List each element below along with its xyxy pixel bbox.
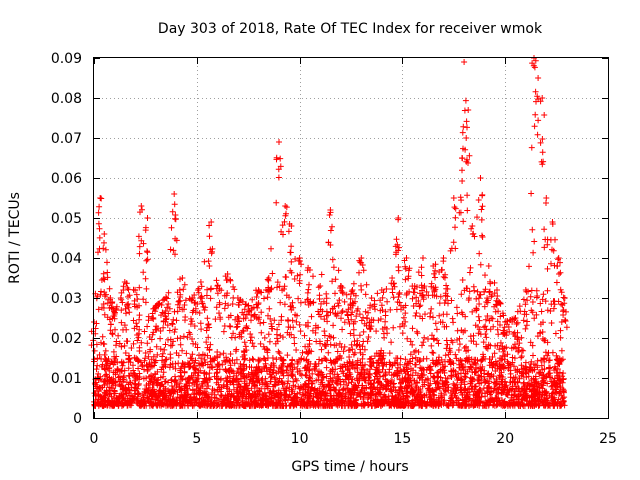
chart-title: Day 303 of 2018, Rate Of TEC Index for r… bbox=[158, 21, 543, 37]
plot-frame bbox=[93, 57, 609, 419]
y-tick-label: 0.07 bbox=[51, 131, 82, 147]
x-tick-label: 20 bbox=[496, 431, 514, 447]
y-tick-label: 0.08 bbox=[51, 91, 82, 107]
y-tick-label: 0.03 bbox=[51, 291, 82, 307]
y-tick-label: 0.04 bbox=[51, 251, 82, 267]
y-tick-label: 0.02 bbox=[51, 331, 82, 347]
y-tick-label: 0.05 bbox=[51, 211, 82, 227]
y-axis: 0 0.01 0.02 0.03 0.04 0.05 0.06 0.07 0.08 0.09 bbox=[51, 51, 608, 427]
y-tick-label: 0 bbox=[73, 411, 82, 427]
x-tick-label: 25 bbox=[599, 431, 617, 447]
x-tick-label: 5 bbox=[192, 431, 201, 447]
y-tick-label: 0.09 bbox=[51, 51, 82, 67]
x-tick-label: 0 bbox=[90, 431, 99, 447]
x-axis-label: GPS time / hours bbox=[291, 459, 408, 475]
y-tick-label: 0.01 bbox=[51, 371, 82, 387]
x-tick-label: 15 bbox=[393, 431, 411, 447]
data-points bbox=[88, 55, 570, 409]
x-axis: 0 5 10 15 20 25 bbox=[90, 58, 617, 447]
x-tick-label: 10 bbox=[291, 431, 309, 447]
y-tick-label: 0.06 bbox=[51, 171, 82, 187]
scatter-points bbox=[88, 55, 570, 409]
y-axis-label: ROTI / TECUs bbox=[7, 192, 23, 284]
